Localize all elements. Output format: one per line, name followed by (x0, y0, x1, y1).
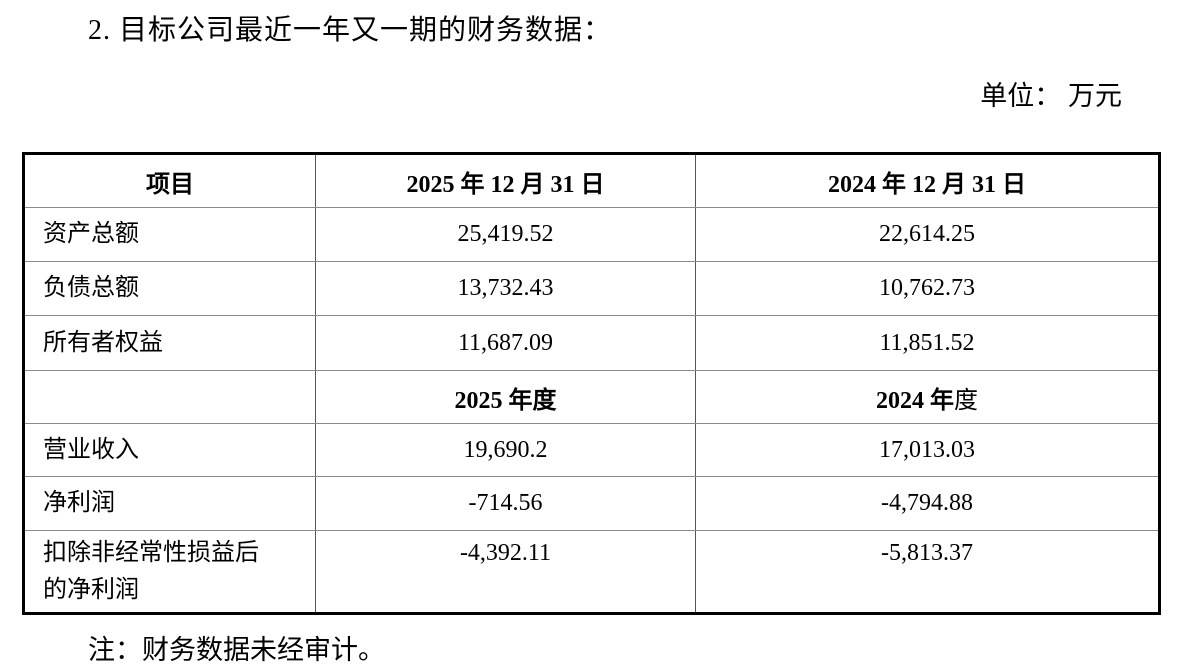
row-label: 所有者权益 (23, 315, 316, 371)
table-row-total-liabilities: 负债总额 13,732.43 10,762.73 (23, 261, 1160, 316)
row-label: 净利润 (23, 476, 316, 531)
value-2024: 17,013.03 (695, 423, 1160, 477)
financial-table: 项目 2025 年 12 月 31 日 2024 年 12 月 31 日 资产总… (22, 152, 1161, 615)
footnote: 注：财务数据未经审计。 (88, 635, 385, 665)
table-row-total-assets: 资产总额 25,419.52 22,614.25 (23, 207, 1160, 262)
value-2025: 11,687.09 (315, 315, 696, 371)
table-row-operating-revenue: 营业收入 19,690.2 17,013.03 (23, 423, 1160, 477)
value-2024: -4,794.88 (695, 476, 1160, 531)
value-2025: -4,392.11 (315, 530, 696, 614)
table-row-net-profit: 净利润 -714.56 -4,794.88 (23, 476, 1160, 531)
value-2024: 11,851.52 (695, 315, 1160, 371)
year-2024-regular-text: 度 (954, 387, 978, 414)
value-2025: 19,690.2 (315, 423, 696, 477)
value-2024: 22,614.25 (695, 207, 1160, 262)
value-2024: -5,813.37 (695, 530, 1160, 614)
row-label: 扣除非经常性损益后的净利润 (23, 530, 316, 614)
section-heading: 2. 目标公司最近一年又一期的财务数据： (88, 15, 613, 46)
header-cell-item: 项目 (23, 153, 316, 208)
unit-label: 单位： 万元 (980, 81, 1122, 111)
value-2024: 10,762.73 (695, 261, 1160, 316)
table-row-owners-equity: 所有者权益 11,687.09 11,851.52 (23, 315, 1160, 371)
row-label: 营业收入 (23, 423, 316, 477)
value-2025: -714.56 (315, 476, 696, 531)
value-2025: 25,419.52 (315, 207, 696, 262)
header-cell-date-2025: 2025 年 12 月 31 日 (315, 153, 696, 208)
table-period-header-row: 2025 年度 2024 年度 (23, 370, 1160, 424)
table-header-row: 项目 2025 年 12 月 31 日 2024 年 12 月 31 日 (23, 153, 1160, 208)
empty-cell (23, 370, 316, 424)
header-cell-year-2024: 2024 年度 (695, 370, 1160, 424)
header-cell-date-2024: 2024 年 12 月 31 日 (695, 153, 1160, 208)
header-cell-year-2025: 2025 年度 (315, 370, 696, 424)
table-row-net-profit-excl-nonrecurring: 扣除非经常性损益后的净利润 -4,392.11 -5,813.37 (23, 530, 1160, 614)
value-2025: 13,732.43 (315, 261, 696, 316)
row-label: 资产总额 (23, 207, 316, 262)
year-2024-bold-text: 2024 年 (876, 387, 954, 414)
row-label: 负债总额 (23, 261, 316, 316)
